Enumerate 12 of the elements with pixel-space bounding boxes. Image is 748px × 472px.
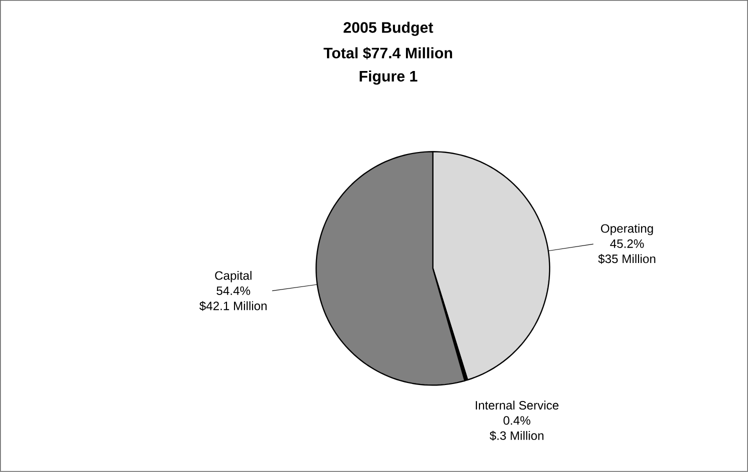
data-label: 54.4%	[216, 286, 250, 296]
data-label: 45.2%	[610, 239, 644, 248]
chart-title: 2005 Budget	[344, 22, 434, 36]
slice-label: Operating	[600, 224, 653, 236]
data-label: 0.4%	[504, 416, 530, 425]
slice-label: Capital	[215, 271, 252, 282]
slice-label: Internal Service	[476, 400, 558, 410]
text: $42.1 Million	[199, 301, 267, 311]
text: $.3 Million	[490, 430, 544, 441]
caption: Figure 1	[360, 70, 418, 85]
chart-subtitle: Total $77.4 Million	[324, 47, 452, 60]
text: $35 Million	[598, 254, 656, 264]
